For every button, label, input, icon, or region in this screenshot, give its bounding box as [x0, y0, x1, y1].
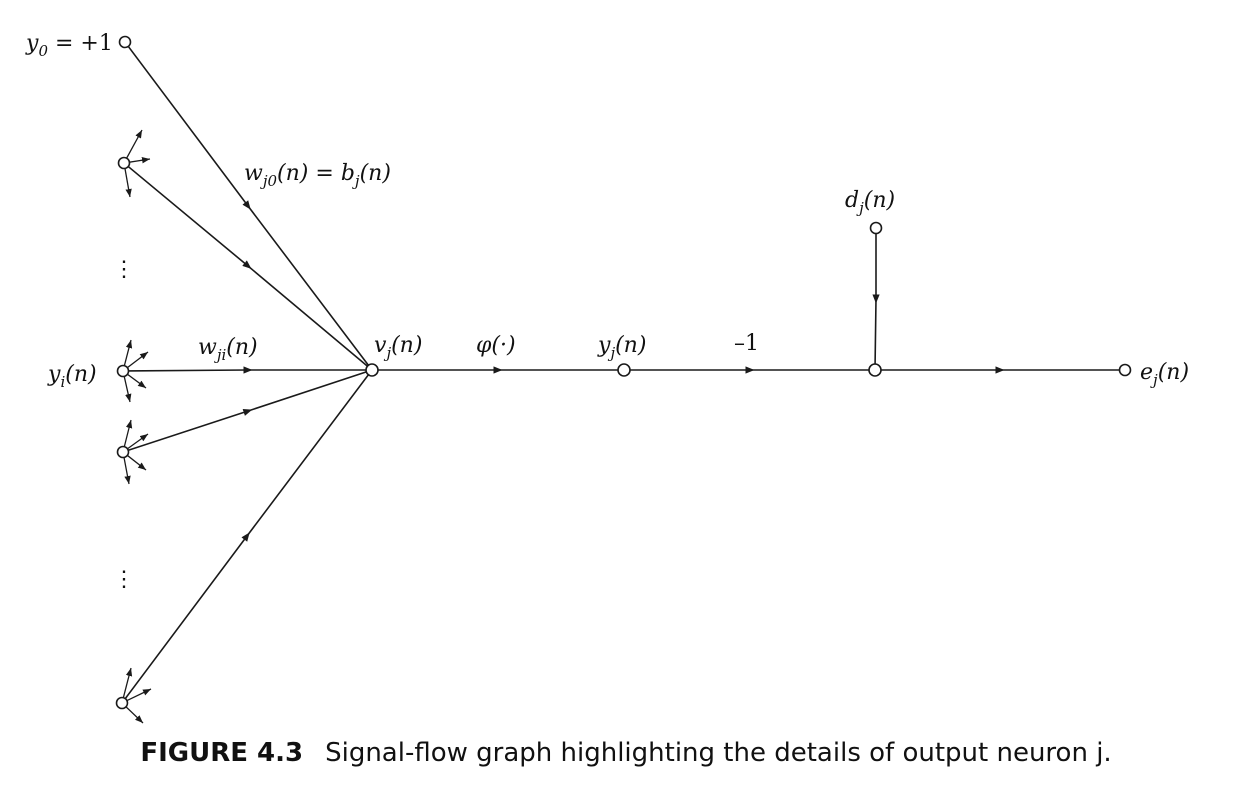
node-vj	[365, 363, 379, 377]
node-yi	[116, 364, 130, 378]
edge-inputm-to-vj	[121, 369, 373, 704]
label-y0: y0 = +1	[25, 31, 113, 60]
label-minus-one: –1	[734, 331, 759, 356]
vdots-upper: ⋮	[113, 257, 135, 282]
label-wji: wji(n)	[198, 335, 258, 364]
label-yi: yi(n)	[47, 362, 97, 391]
edge-dj-to-sum	[872, 228, 880, 371]
edge-input1-to-vj	[123, 162, 373, 371]
node-input-1	[117, 156, 131, 170]
figure-number: FIGURE 4.3	[140, 738, 304, 768]
edge-bias-to-vj	[124, 41, 373, 371]
label-dj: dj(n)	[845, 188, 895, 217]
node-summing	[868, 363, 882, 377]
label-wj0-equals-bj: wj0(n) = bj(n)	[244, 161, 391, 190]
label-ej: ej(n)	[1140, 360, 1189, 389]
caption-text: Signal-flow graph highlighting the detai…	[325, 738, 1112, 768]
edge-input3-to-vj	[122, 369, 373, 453]
node-bias	[118, 35, 132, 49]
label-vj: vj(n)	[374, 333, 422, 362]
input-node-m-stubs	[121, 667, 152, 724]
figure-caption: FIGURE 4.3 Signal-flow graph highlighting…	[0, 738, 1252, 768]
node-dj	[869, 221, 883, 235]
label-yj: yj(n)	[597, 333, 646, 362]
label-phi: φ(·)	[476, 333, 516, 358]
node-input-3	[116, 445, 130, 459]
node-input-m	[115, 696, 129, 710]
vdots-lower: ⋮	[113, 567, 135, 592]
node-yj	[617, 363, 631, 377]
node-ej	[1118, 363, 1132, 377]
edge-yi-to-vj	[122, 366, 372, 374]
